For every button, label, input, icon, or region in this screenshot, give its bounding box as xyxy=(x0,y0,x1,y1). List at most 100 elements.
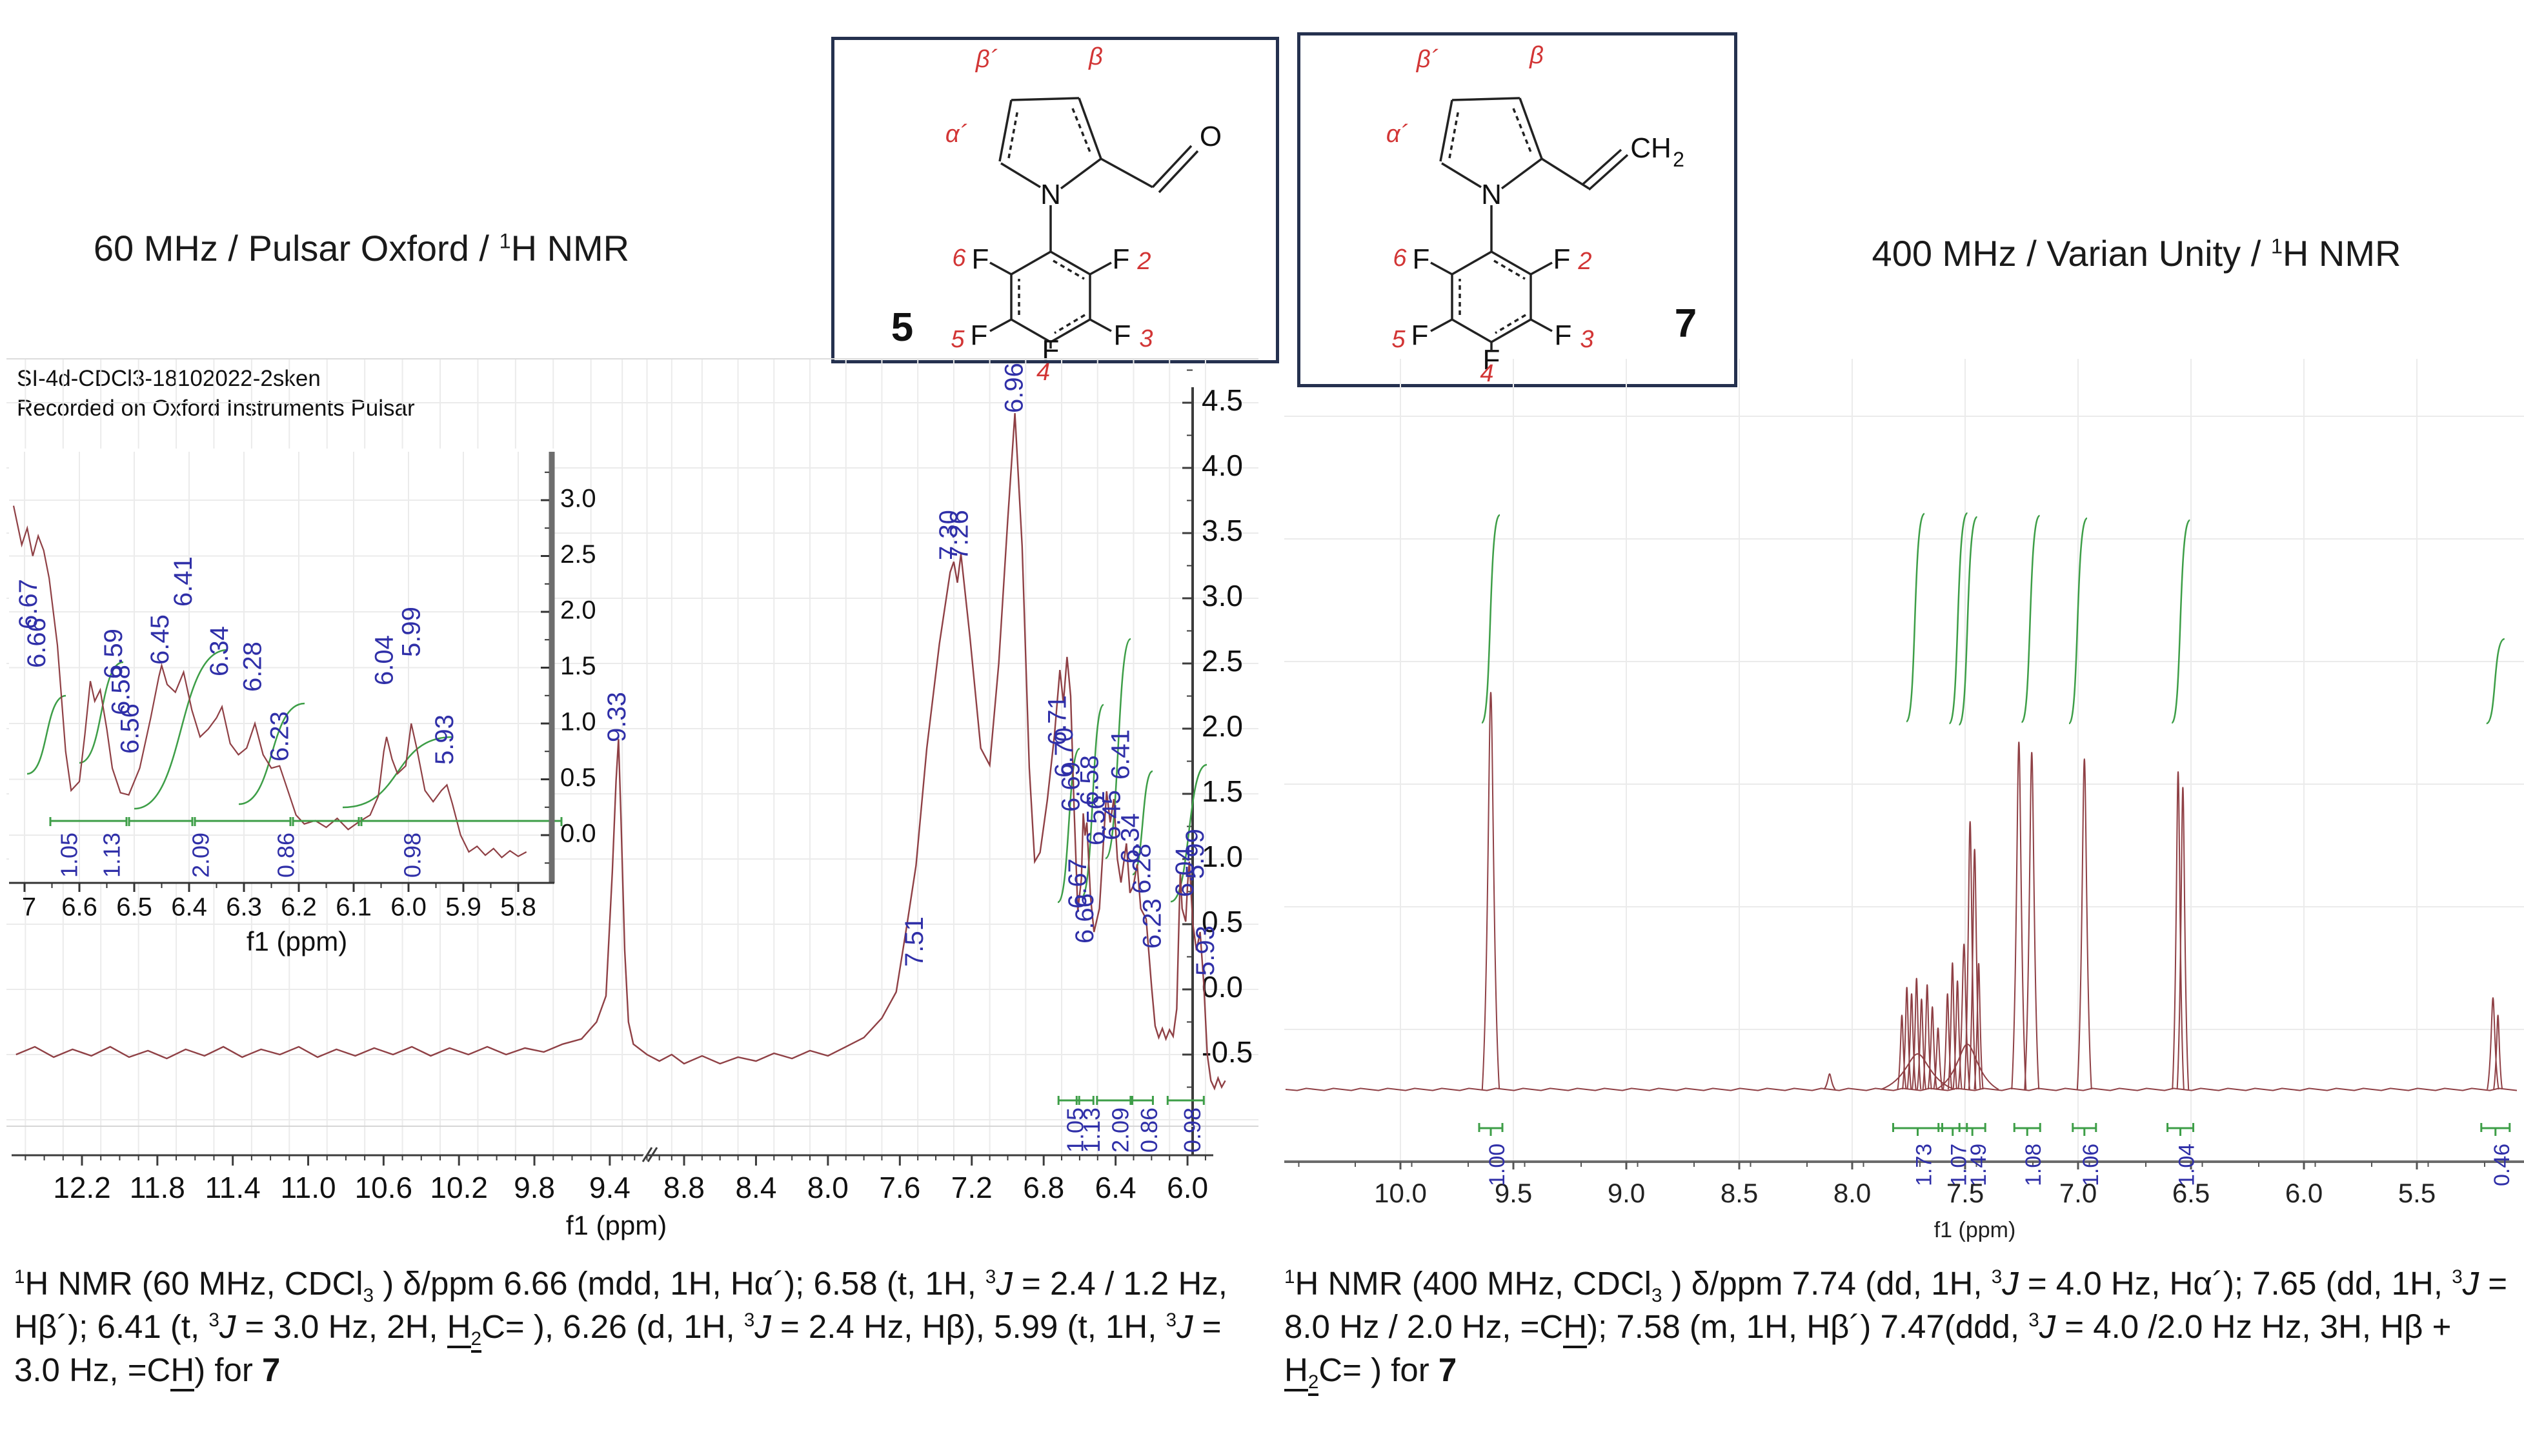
svg-text:6.66: 6.66 xyxy=(23,618,51,668)
svg-text:1.04: 1.04 xyxy=(2175,1144,2199,1186)
svg-text:11.8: 11.8 xyxy=(130,1171,185,1204)
svg-text:-0.5: -0.5 xyxy=(1202,1035,1253,1069)
svg-text:1.05: 1.05 xyxy=(1062,1107,1089,1153)
svg-text:6.59: 6.59 xyxy=(99,629,128,679)
left-spectrum-sample-id: SI-4d-CDCl3-18102022-2sken xyxy=(17,366,321,391)
svg-text:6.23: 6.23 xyxy=(265,711,294,762)
s5-f5-atom: F xyxy=(971,319,988,351)
svg-text:5.99: 5.99 xyxy=(397,607,425,657)
svg-text:2.0: 2.0 xyxy=(1202,709,1243,743)
svg-text:1.73: 1.73 xyxy=(1912,1144,1936,1186)
svg-text:9.33: 9.33 xyxy=(603,692,631,742)
svg-text:6.45: 6.45 xyxy=(1098,790,1126,840)
svg-text:0.86: 0.86 xyxy=(273,833,299,878)
s5-pos3-label: 3 xyxy=(1139,325,1153,352)
svg-text:6.41: 6.41 xyxy=(1107,729,1135,780)
svg-text:6.8: 6.8 xyxy=(1023,1171,1064,1204)
s5-f2-atom: F xyxy=(1113,243,1130,275)
svg-text:5.5: 5.5 xyxy=(2398,1178,2436,1208)
caption-400mhz-assignment: 1H NMR (400 MHz, CDCl3 ) δ/ppm 7.74 (dd,… xyxy=(1284,1262,2514,1396)
svg-text:1.0: 1.0 xyxy=(1202,840,1243,873)
svg-text:2.5: 2.5 xyxy=(560,540,596,569)
s5-o-atom: O xyxy=(1200,121,1222,152)
svg-text:7.30: 7.30 xyxy=(934,510,963,560)
svg-text:6.69: 6.69 xyxy=(1057,762,1085,812)
svg-text:6.58: 6.58 xyxy=(1076,755,1104,805)
svg-text:1.08: 1.08 xyxy=(2021,1144,2046,1186)
s7-f2-atom: F xyxy=(1553,243,1571,275)
svg-text:2.0: 2.0 xyxy=(560,596,596,625)
svg-text:6.5: 6.5 xyxy=(116,893,152,922)
svg-text:6.67: 6.67 xyxy=(14,579,43,629)
svg-text:8.8: 8.8 xyxy=(663,1171,705,1204)
s7-ch-atom: CH xyxy=(1630,132,1671,164)
svg-text:0.5: 0.5 xyxy=(560,763,596,792)
svg-text:2.09: 2.09 xyxy=(188,833,214,878)
s5-f3-atom: F xyxy=(1114,319,1131,351)
svg-text:8.0: 8.0 xyxy=(807,1171,849,1204)
svg-text:5.8: 5.8 xyxy=(500,893,536,922)
svg-text:12.2: 12.2 xyxy=(53,1171,111,1204)
svg-text:0.98: 0.98 xyxy=(399,833,426,878)
svg-text:6.28: 6.28 xyxy=(1127,844,1156,894)
svg-text:6.28: 6.28 xyxy=(239,642,267,692)
s7-pos4-label: 4 xyxy=(1480,360,1493,384)
svg-text:8.5: 8.5 xyxy=(1721,1178,1758,1208)
s5-alpha-prime-label: α´ xyxy=(945,121,968,148)
svg-text:6.3: 6.3 xyxy=(226,893,262,922)
svg-text:6.5: 6.5 xyxy=(2172,1178,2210,1208)
structure-box-compound-7: N CH 2 F F F F F β´ β α´ 2 3 4 6 5 7 xyxy=(1297,32,1737,387)
svg-text:7.0: 7.0 xyxy=(2059,1178,2097,1208)
svg-text:7: 7 xyxy=(22,893,36,922)
svg-text:1.06: 1.06 xyxy=(2079,1144,2103,1186)
left-spectrum-instrument-note: Recorded on Oxford Instruments Pulsar xyxy=(17,396,415,421)
svg-text:10.6: 10.6 xyxy=(355,1171,413,1204)
svg-text:0.86: 0.86 xyxy=(1136,1107,1162,1153)
s7-f6-atom: F xyxy=(1413,243,1430,275)
s5-pos2-label: 2 xyxy=(1136,248,1151,275)
inset-expansion-6p7-5p8: 6.676.66 6.596.586.566.456.416.34 6.286.23… xyxy=(9,449,596,956)
s7-pos3-label: 3 xyxy=(1580,326,1593,353)
svg-text:3.5: 3.5 xyxy=(1202,514,1243,547)
svg-text:6.96: 6.96 xyxy=(1000,363,1029,413)
svg-text:0.98: 0.98 xyxy=(1179,1107,1206,1153)
caption-60mhz-assignment: 1H NMR (60 MHz, CDCl3 ) δ/ppm 6.66 (mdd,… xyxy=(14,1262,1246,1391)
s7-ch-sub: 2 xyxy=(1673,148,1684,171)
svg-text:1.05: 1.05 xyxy=(56,833,83,878)
svg-text:10.2: 10.2 xyxy=(430,1171,488,1204)
svg-text:11.4: 11.4 xyxy=(205,1171,261,1204)
svg-text:6.4: 6.4 xyxy=(171,893,207,922)
svg-text:0.0: 0.0 xyxy=(1202,970,1243,1004)
svg-text:6.45: 6.45 xyxy=(146,614,174,665)
svg-text:f1 (ppm): f1 (ppm) xyxy=(566,1210,667,1240)
s7-n-atom: N xyxy=(1481,179,1502,210)
svg-text:7.2: 7.2 xyxy=(951,1171,993,1204)
svg-text:1.07: 1.07 xyxy=(1947,1144,1972,1186)
svg-text:7.6: 7.6 xyxy=(879,1171,920,1204)
svg-text:f1 (ppm): f1 (ppm) xyxy=(247,926,347,956)
s7-alpha-prime-label: α´ xyxy=(1386,121,1409,148)
svg-text:7.51: 7.51 xyxy=(900,916,929,967)
svg-text:6.41: 6.41 xyxy=(169,556,197,607)
s7-f3-atom: F xyxy=(1555,319,1572,351)
s5-f4-atom: F xyxy=(1042,334,1060,360)
svg-text:6.70: 6.70 xyxy=(1050,727,1078,778)
svg-text:1.5: 1.5 xyxy=(1202,774,1243,808)
svg-text:2.5: 2.5 xyxy=(1202,644,1243,678)
svg-text:6.0: 6.0 xyxy=(390,893,427,922)
left-spectrometer-title: 60 MHz / Pulsar Oxford / 1H NMR xyxy=(93,228,630,268)
s7-compound-number: 7 xyxy=(1675,301,1697,346)
s7-pos2-label: 2 xyxy=(1577,248,1591,275)
svg-text:6.56: 6.56 xyxy=(116,703,144,754)
svg-text:0.5: 0.5 xyxy=(1202,905,1243,938)
svg-text:6.0: 6.0 xyxy=(2285,1178,2323,1208)
svg-text:2.09: 2.09 xyxy=(1107,1107,1133,1153)
svg-text:0.46: 0.46 xyxy=(2490,1144,2514,1186)
structure-drawing-compound-7: N CH 2 F F F F F β´ β α´ 2 3 4 6 5 7 xyxy=(1386,42,1697,384)
svg-text:4.0: 4.0 xyxy=(1202,449,1243,482)
svg-text:7.5: 7.5 xyxy=(1946,1178,1984,1208)
svg-text:0.0: 0.0 xyxy=(560,820,596,848)
s5-pos5-label: 5 xyxy=(951,326,965,353)
s5-pos6-label: 6 xyxy=(952,245,966,272)
